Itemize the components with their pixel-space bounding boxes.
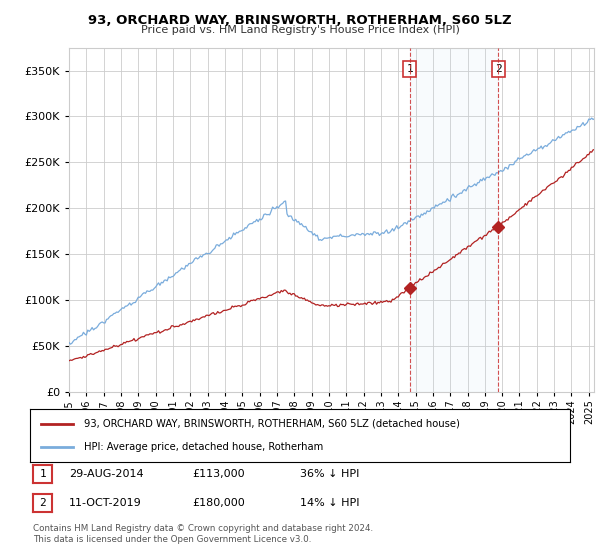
Text: 1: 1: [406, 64, 413, 74]
Text: 1: 1: [39, 469, 46, 479]
Text: 29-AUG-2014: 29-AUG-2014: [69, 469, 143, 479]
Text: 2: 2: [495, 64, 502, 74]
Text: £180,000: £180,000: [192, 498, 245, 508]
Text: 14% ↓ HPI: 14% ↓ HPI: [300, 498, 359, 508]
Text: This data is licensed under the Open Government Licence v3.0.: This data is licensed under the Open Gov…: [33, 535, 311, 544]
Text: Contains HM Land Registry data © Crown copyright and database right 2024.: Contains HM Land Registry data © Crown c…: [33, 524, 373, 533]
Text: 11-OCT-2019: 11-OCT-2019: [69, 498, 142, 508]
Text: 93, ORCHARD WAY, BRINSWORTH, ROTHERHAM, S60 5LZ: 93, ORCHARD WAY, BRINSWORTH, ROTHERHAM, …: [88, 14, 512, 27]
Text: 2: 2: [39, 498, 46, 508]
Text: Price paid vs. HM Land Registry's House Price Index (HPI): Price paid vs. HM Land Registry's House …: [140, 25, 460, 35]
Text: £113,000: £113,000: [192, 469, 245, 479]
Bar: [410, 48, 499, 392]
Text: 93, ORCHARD WAY, BRINSWORTH, ROTHERHAM, S60 5LZ (detached house): 93, ORCHARD WAY, BRINSWORTH, ROTHERHAM, …: [84, 419, 460, 429]
Text: 36% ↓ HPI: 36% ↓ HPI: [300, 469, 359, 479]
Text: HPI: Average price, detached house, Rotherham: HPI: Average price, detached house, Roth…: [84, 442, 323, 452]
